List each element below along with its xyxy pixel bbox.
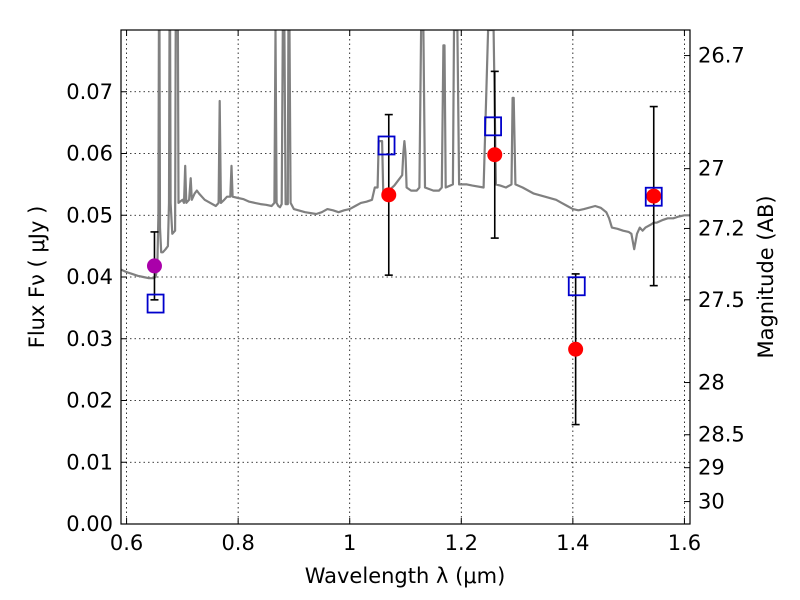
synthetic-photometry-points [146,116,663,314]
x-tick-label: 0.6 [110,531,143,555]
y-tick-label: 0.05 [66,203,113,227]
axis-ticks: 0.6 0.8 1 1.2 1.4 1.6 0.00 0.01 0.02 0.03 0.04 0.05… [66,30,745,555]
x-axis-label: Wavelength λ (μm) [305,564,506,588]
error-bars [150,70,658,426]
y-tick-label: 0.07 [66,80,113,104]
synthetic-flux-box [146,293,165,314]
y2-tick-label: 27 [698,157,725,181]
observed-points [146,147,662,357]
y2-tick-label: 26.7 [698,44,745,68]
y-tick-label: 0.02 [66,389,113,413]
synthetic-flux-box [377,135,396,156]
y2-tick-label: 30 [698,490,725,514]
model-spectrum [121,30,690,280]
y2-tick-label: 27.5 [698,288,745,312]
x-tick-label: 1 [343,531,356,555]
y2-tick-label: 27.2 [698,216,745,240]
y2-tick-label: 28 [698,371,725,395]
x-tick-label: 1.6 [668,531,701,555]
y-tick-label: 0.04 [66,265,113,289]
y2-tick-label: 28.5 [698,423,745,447]
observed-flux-point [646,188,662,204]
observed-flux-point [487,147,503,163]
synthetic-flux-box [644,186,663,207]
y-axis-label: Flux Fν ( μJy ) [25,206,49,349]
x-tick-label: 0.8 [221,531,254,555]
y2-tick-label: 29 [698,456,725,480]
synthetic-flux-box [567,276,586,297]
y-tick-label: 0.00 [66,512,113,536]
x-tick-label: 1.4 [556,531,589,555]
model-spectrum-line [121,30,690,280]
observed-flux-point [381,187,397,203]
observed-flux-point [568,341,584,357]
right-y-axis-label: Magnitude (AB) [754,195,778,358]
y-tick-label: 0.06 [66,142,113,166]
observed-flux-point [146,258,162,274]
y-tick-label: 0.01 [66,450,113,474]
grid [121,30,690,525]
x-tick-label: 1.2 [445,531,478,555]
y-tick-label: 0.03 [66,327,113,351]
synthetic-flux-box [484,116,502,137]
